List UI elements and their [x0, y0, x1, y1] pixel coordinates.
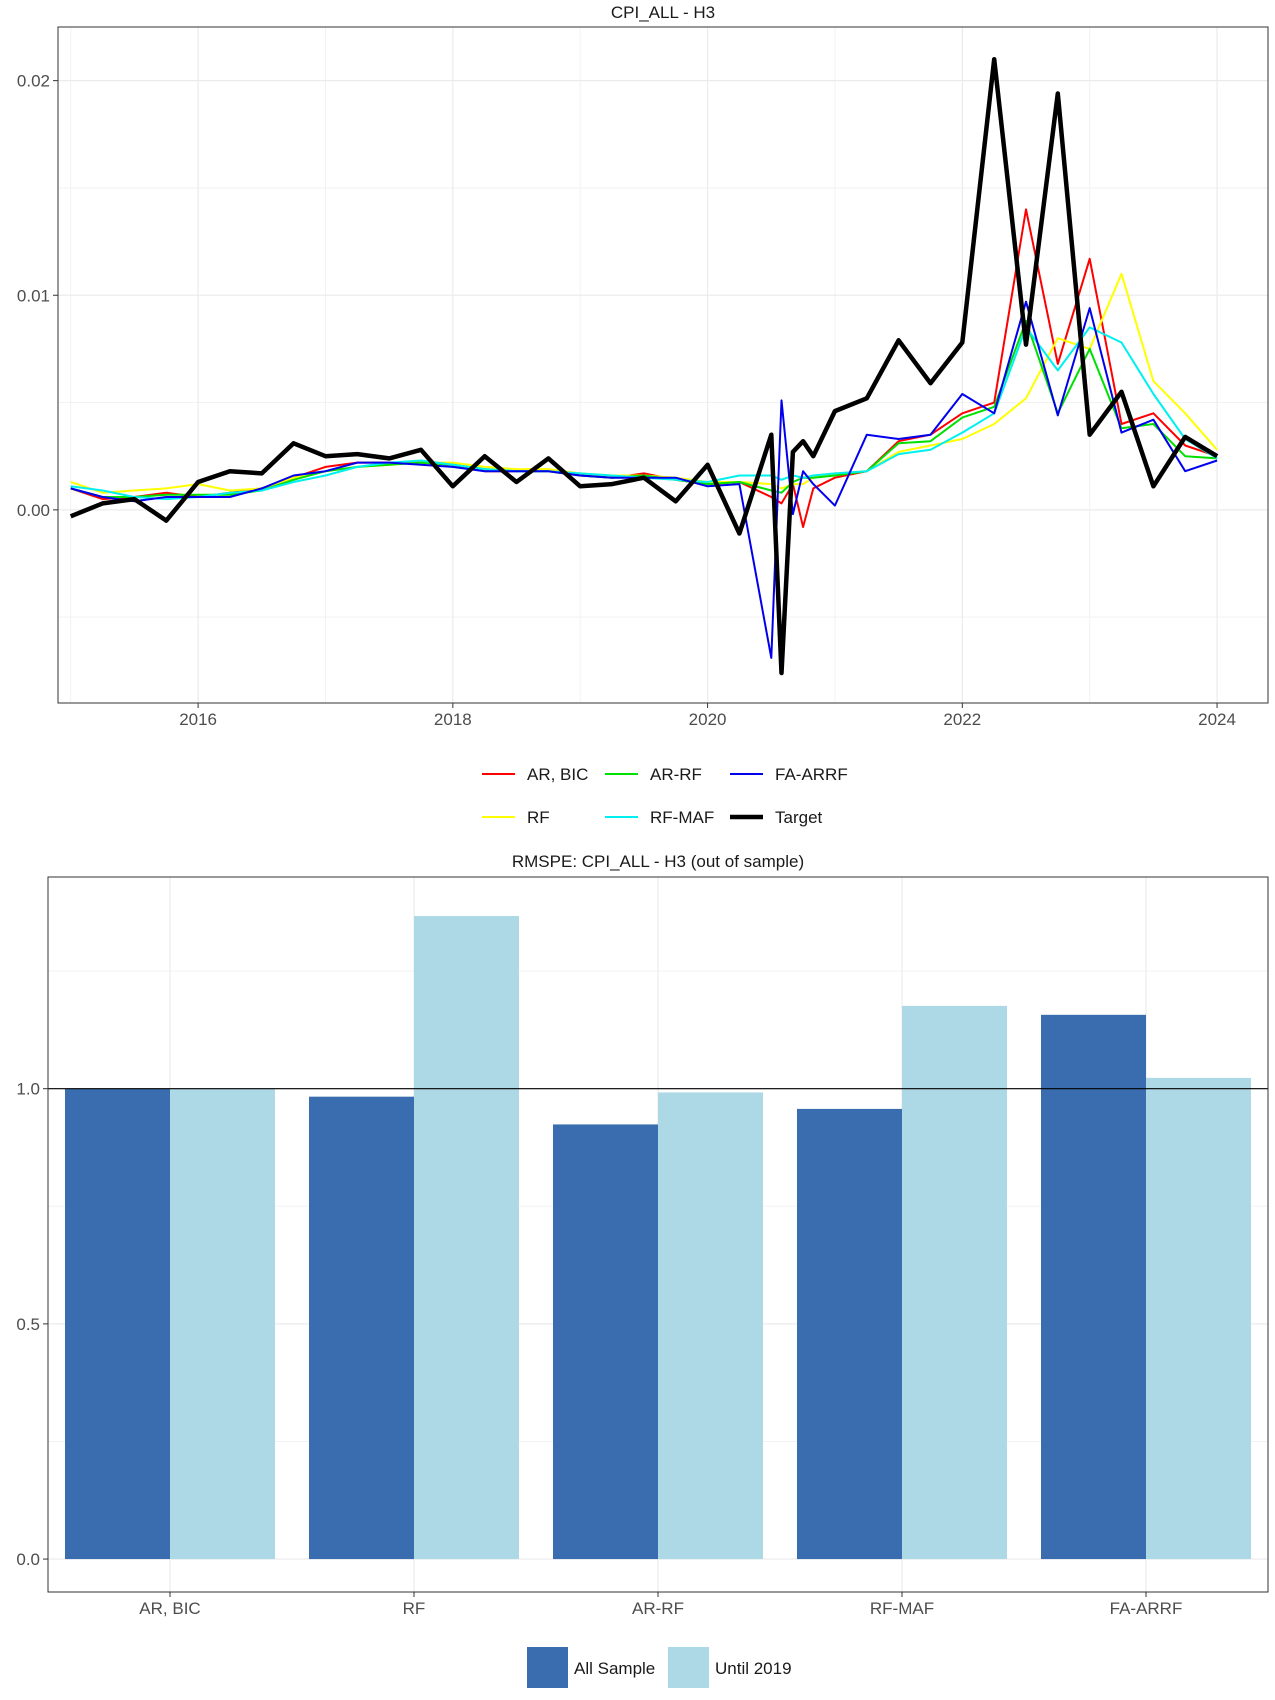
legend-label: AR, BIC	[527, 765, 588, 784]
x-tick-label: FA-ARRF	[1110, 1599, 1183, 1618]
bar-until-2019	[1146, 1077, 1251, 1560]
legend-key-all-sample	[527, 1647, 568, 1688]
bar-all-sample	[797, 1108, 902, 1560]
bar-all-sample	[65, 1088, 170, 1560]
x-tick-label: 2022	[943, 710, 981, 729]
x-tick-label: AR, BIC	[139, 1599, 200, 1618]
bar-all-sample	[553, 1124, 658, 1560]
bar-until-2019	[414, 916, 519, 1560]
bar-until-2019	[658, 1092, 763, 1560]
bar-until-2019	[902, 1005, 1007, 1560]
y-tick-label: 0.0	[16, 1550, 40, 1569]
legend-label: FA-ARRF	[775, 765, 848, 784]
x-tick-label: AR-RF	[632, 1599, 684, 1618]
y-tick-label: 0.01	[17, 286, 50, 305]
bar-until-2019	[170, 1088, 275, 1560]
legend-key-until-2019	[668, 1647, 709, 1688]
bar-all-sample	[309, 1096, 414, 1560]
y-tick-label: 1.0	[16, 1080, 40, 1099]
bar-chart-title: RMSPE: CPI_ALL - H3 (out of sample)	[512, 852, 804, 871]
legend-label: Target	[775, 808, 823, 827]
legend-label: RF-MAF	[650, 808, 714, 827]
line-plot-border	[57, 26, 1269, 704]
y-tick-label: 0.02	[17, 72, 50, 91]
x-tick-label: RF	[403, 1599, 426, 1618]
legend-label: AR-RF	[650, 765, 702, 784]
x-tick-label: 2020	[689, 710, 727, 729]
x-tick-label: 2024	[1198, 710, 1236, 729]
series-line-target	[69, 56, 1219, 676]
legend-label: All Sample	[574, 1659, 655, 1678]
x-tick-label: 2016	[179, 710, 217, 729]
legend-label: Until 2019	[715, 1659, 792, 1678]
line-plot-background	[58, 27, 1268, 703]
bar-all-sample	[1041, 1014, 1146, 1560]
y-tick-label: 0.00	[17, 501, 50, 520]
y-tick-label: 0.5	[16, 1315, 40, 1334]
bar-plot-border	[47, 876, 1269, 1593]
x-tick-label: 2018	[434, 710, 472, 729]
legend-label: RF	[527, 808, 550, 827]
x-tick-label: RF-MAF	[870, 1599, 934, 1618]
line-chart-title: CPI_ALL - H3	[611, 3, 715, 22]
